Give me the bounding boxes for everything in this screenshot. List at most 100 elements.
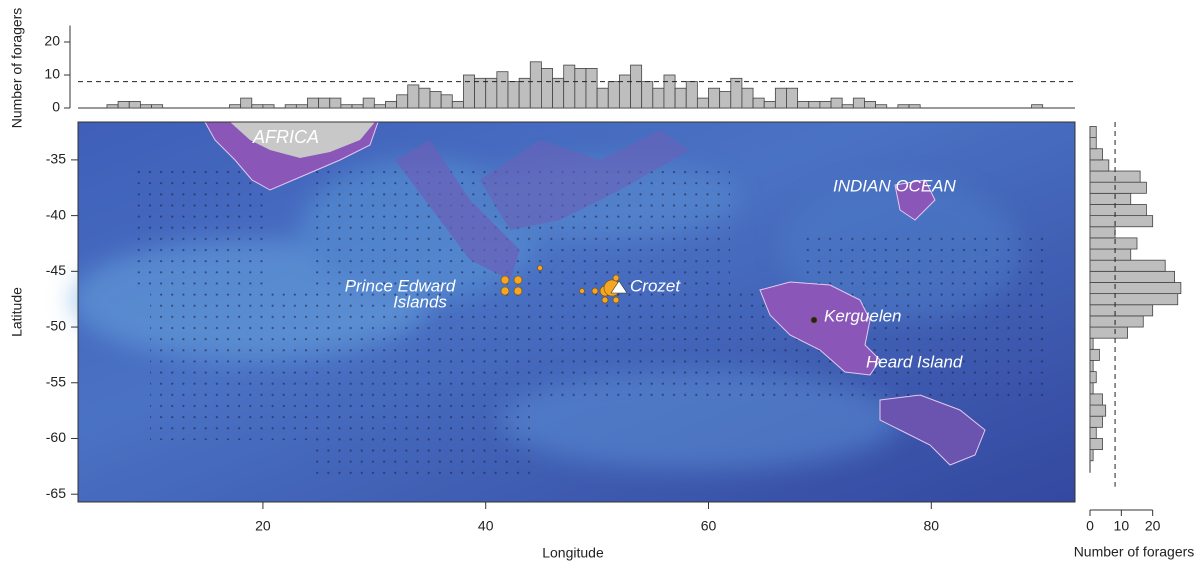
bar: [575, 68, 586, 108]
y-axis-label: Latitude: [9, 287, 25, 337]
bar: [486, 78, 497, 108]
bar: [1090, 338, 1093, 349]
bar: [530, 62, 541, 108]
bar: [619, 75, 630, 108]
bar: [1090, 438, 1103, 449]
bar: [764, 101, 775, 108]
bar: [319, 98, 330, 108]
y-tick-label: 20: [44, 33, 60, 49]
x-tick-label: 20: [255, 518, 271, 534]
bar: [330, 98, 341, 108]
bar: [1090, 416, 1103, 427]
bar: [129, 101, 140, 108]
y-tick-label: -65: [46, 485, 66, 501]
bar: [564, 65, 575, 108]
bar: [798, 101, 809, 108]
y-tick-label: 0: [52, 99, 60, 115]
bar: [586, 68, 597, 108]
map-label: Crozet: [630, 276, 681, 295]
bar: [296, 105, 307, 108]
bar: [1090, 282, 1181, 293]
bar: [519, 78, 530, 108]
bar: [152, 105, 163, 108]
bar: [118, 101, 129, 108]
map-label: AFRICA: [252, 127, 319, 147]
bar: [1090, 360, 1093, 371]
bar: [864, 101, 875, 108]
bar: [1090, 182, 1146, 193]
map-label: Kerguelen: [824, 306, 902, 325]
x-axis-label: Longitude: [542, 545, 604, 561]
x-tick-label: 80: [924, 518, 940, 534]
bar: [709, 88, 720, 108]
x-tick-label: 20: [1145, 518, 1161, 534]
bar: [541, 68, 552, 108]
bar: [1090, 216, 1153, 227]
bar: [842, 105, 853, 108]
bar: [1090, 405, 1106, 416]
bar: [853, 98, 864, 108]
bar: [664, 75, 675, 108]
bar: [1090, 349, 1099, 360]
bar: [786, 88, 797, 108]
map-label: Heard Island: [866, 352, 963, 371]
bar: [642, 82, 653, 108]
bar: [597, 88, 608, 108]
map-label: Islands: [393, 292, 447, 311]
bar: [363, 98, 374, 108]
bar: [553, 78, 564, 108]
bar: [1090, 126, 1096, 137]
bar: [831, 98, 842, 108]
bar: [876, 105, 887, 108]
bar: [1090, 271, 1175, 282]
bar: [1090, 204, 1146, 215]
bar: [430, 92, 441, 109]
bar: [1090, 238, 1137, 249]
bar: [608, 82, 619, 108]
bar: [720, 92, 731, 109]
bar: [820, 101, 831, 108]
bar: [1090, 383, 1093, 394]
bar: [675, 88, 686, 108]
bar: [352, 105, 363, 108]
bar: [809, 101, 820, 108]
bar: [898, 105, 909, 108]
bar: [1090, 160, 1109, 171]
bar: [452, 101, 463, 108]
bar: [1032, 105, 1043, 108]
y-tick-label: -45: [46, 262, 66, 278]
bar: [107, 105, 118, 108]
x-tick-label: 40: [478, 518, 494, 534]
bar: [1090, 327, 1128, 338]
x-tick-label: 0: [1086, 518, 1094, 534]
x-tick-label: 10: [1114, 518, 1130, 534]
bar: [742, 88, 753, 108]
bar: [252, 105, 263, 108]
bar: [1090, 193, 1131, 204]
y-tick-label: -50: [46, 318, 66, 334]
bar: [731, 78, 742, 108]
bar: [463, 75, 474, 108]
bar: [229, 105, 240, 108]
bar: [374, 105, 385, 108]
bar: [697, 98, 708, 108]
x-tick-label: 60: [701, 518, 717, 534]
bar: [307, 98, 318, 108]
bar: [241, 98, 252, 108]
bar: [397, 95, 408, 108]
bar: [1090, 427, 1096, 438]
bar: [441, 95, 452, 108]
bar: [753, 98, 764, 108]
y-tick-label: -40: [46, 206, 66, 222]
bar: [1090, 260, 1165, 271]
bar: [1090, 394, 1103, 405]
y-axis-label: Number of foragers: [9, 8, 25, 129]
bar: [653, 88, 664, 108]
bar: [1090, 372, 1096, 383]
bar: [508, 82, 519, 108]
bar: [1090, 249, 1131, 260]
y-tick-label: -35: [46, 151, 66, 167]
figure: 0 10 20 Number of foragers 20 40 60 80 -35 -40 -45…: [0, 0, 1199, 562]
bar: [631, 65, 642, 108]
bar: [263, 105, 274, 108]
